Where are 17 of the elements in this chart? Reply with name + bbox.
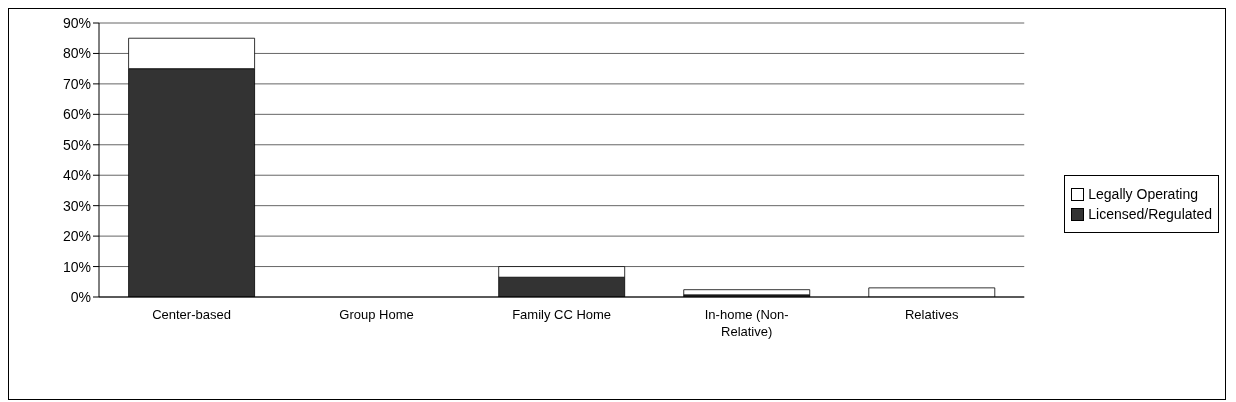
x-tick-label: Center-based xyxy=(152,307,231,322)
x-tick-label: In-home (Non-Relative) xyxy=(704,307,789,339)
y-tick-label: 20% xyxy=(62,228,91,245)
y-tick-label: 60% xyxy=(62,106,91,123)
y-tick-label: 70% xyxy=(62,75,91,92)
y-tick-label: 10% xyxy=(62,258,91,275)
y-tick-label: 50% xyxy=(62,136,91,153)
x-tick-label: Relatives xyxy=(904,307,959,322)
y-tick-label: 30% xyxy=(62,197,91,214)
y-tick-label: 90% xyxy=(62,14,91,31)
x-tick-label: Group Home xyxy=(339,307,414,322)
legend-label: Licensed/Regulated xyxy=(1088,206,1212,222)
y-tick-label: 0% xyxy=(70,288,91,305)
x-tick-label: Family CC Home xyxy=(512,307,612,322)
y-tick-label: 80% xyxy=(62,45,91,62)
legend-label: Legally Operating xyxy=(1088,186,1198,202)
y-tick-label: 40% xyxy=(62,167,91,184)
